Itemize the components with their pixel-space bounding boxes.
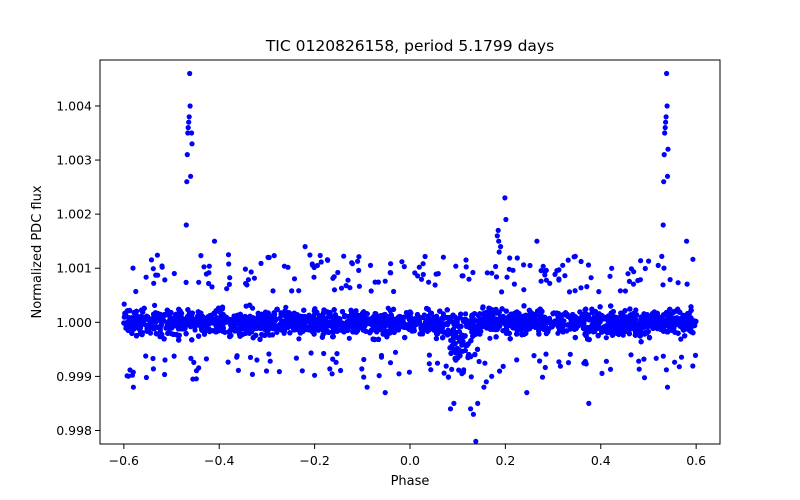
data-point xyxy=(196,333,202,339)
data-point xyxy=(503,308,509,314)
data-point xyxy=(608,303,614,309)
data-point xyxy=(161,336,167,342)
data-point xyxy=(678,336,684,342)
data-point xyxy=(433,335,439,342)
data-point xyxy=(654,310,660,316)
data-point xyxy=(555,330,561,336)
data-point xyxy=(451,347,457,353)
data-point xyxy=(476,358,482,365)
data-point xyxy=(199,327,205,333)
data-point xyxy=(646,335,653,341)
data-point xyxy=(219,304,226,310)
data-point xyxy=(274,306,280,312)
chart-title: TIC 0120826158, period 5.1799 days xyxy=(265,37,554,55)
data-point xyxy=(603,335,609,341)
data-point xyxy=(682,333,688,339)
data-point xyxy=(301,307,307,313)
data-point xyxy=(418,324,424,330)
data-points xyxy=(121,70,699,444)
data-point xyxy=(257,336,263,342)
data-point xyxy=(463,311,469,317)
data-point xyxy=(346,335,352,341)
data-point xyxy=(189,337,195,343)
data-point xyxy=(214,315,220,321)
data-point xyxy=(457,349,463,355)
data-point xyxy=(472,351,478,358)
data-point xyxy=(331,307,337,313)
data-point xyxy=(487,335,493,341)
data-point xyxy=(560,329,566,335)
data-point xyxy=(121,301,127,307)
data-point xyxy=(375,336,382,342)
data-point xyxy=(296,336,302,342)
data-point xyxy=(502,327,508,333)
data-point xyxy=(153,331,159,337)
data-point xyxy=(152,302,158,308)
data-point xyxy=(462,347,468,354)
